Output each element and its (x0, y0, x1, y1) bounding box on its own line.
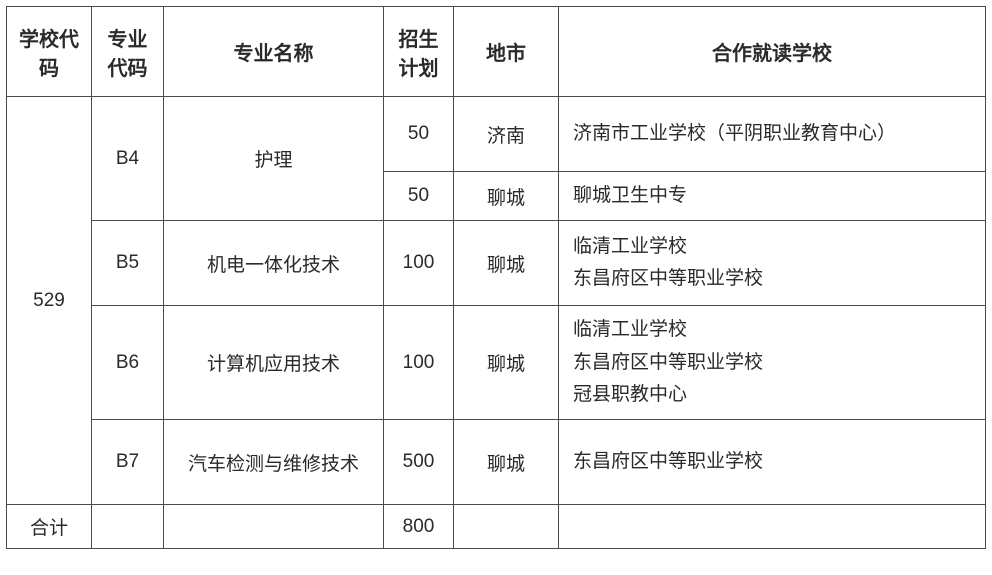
cell-plan: 500 (384, 420, 454, 505)
table-row: 529 B4 护理 50 济南 济南市工业学校（平阴职业教育中心） (7, 97, 986, 172)
cell-plan: 50 (384, 97, 454, 172)
header-major-code: 专业代码 (92, 7, 164, 97)
cell-plan: 50 (384, 172, 454, 221)
cell-partner: 临清工业学校东昌府区中等职业学校冠县职教中心 (559, 306, 986, 420)
cell-empty (559, 505, 986, 549)
cell-major-code: B6 (92, 306, 164, 420)
table-header-row: 学校代码 专业代码 专业名称 招生计划 地市 合作就读学校 (7, 7, 986, 97)
cell-major-name: 汽车检测与维修技术 (164, 420, 384, 505)
header-major-name: 专业名称 (164, 7, 384, 97)
cell-empty (164, 505, 384, 549)
cell-city: 济南 (454, 97, 559, 172)
cell-partner: 东昌府区中等职业学校 (559, 420, 986, 505)
header-city: 地市 (454, 7, 559, 97)
cell-major-name: 护理 (164, 97, 384, 221)
table-row: B7 汽车检测与维修技术 500 聊城 东昌府区中等职业学校 (7, 420, 986, 505)
cell-city: 聊城 (454, 306, 559, 420)
cell-major-name: 机电一体化技术 (164, 221, 384, 306)
cell-partner: 临清工业学校东昌府区中等职业学校 (559, 221, 986, 306)
cell-school-code: 529 (7, 97, 92, 505)
table-footer-row: 合计 800 (7, 505, 986, 549)
cell-plan: 100 (384, 306, 454, 420)
header-school-code: 学校代码 (7, 7, 92, 97)
cell-total-label: 合计 (7, 505, 92, 549)
enrollment-table: 学校代码 专业代码 专业名称 招生计划 地市 合作就读学校 529 B4 护理 … (6, 6, 986, 549)
cell-major-code: B7 (92, 420, 164, 505)
header-partner-school: 合作就读学校 (559, 7, 986, 97)
cell-plan: 100 (384, 221, 454, 306)
table-row: B5 机电一体化技术 100 聊城 临清工业学校东昌府区中等职业学校 (7, 221, 986, 306)
cell-city: 聊城 (454, 221, 559, 306)
cell-partner: 济南市工业学校（平阴职业教育中心） (559, 97, 986, 172)
cell-empty (454, 505, 559, 549)
cell-city: 聊城 (454, 420, 559, 505)
cell-major-code: B5 (92, 221, 164, 306)
table-row: B6 计算机应用技术 100 聊城 临清工业学校东昌府区中等职业学校冠县职教中心 (7, 306, 986, 420)
cell-major-code: B4 (92, 97, 164, 221)
cell-partner: 聊城卫生中专 (559, 172, 986, 221)
cell-total-value: 800 (384, 505, 454, 549)
cell-major-name: 计算机应用技术 (164, 306, 384, 420)
cell-city: 聊城 (454, 172, 559, 221)
header-enroll-plan: 招生计划 (384, 7, 454, 97)
cell-empty (92, 505, 164, 549)
